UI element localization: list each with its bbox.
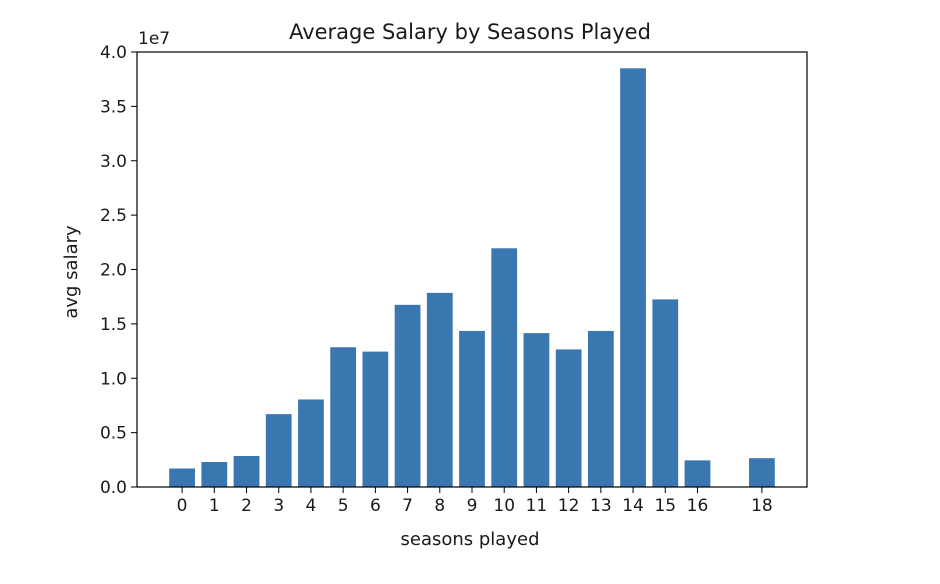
x-tick-label: 8 xyxy=(434,496,445,516)
y-tick-label: 1.5 xyxy=(100,315,127,335)
x-axis-label: seasons played xyxy=(401,529,540,550)
x-tick-label: 9 xyxy=(467,496,478,516)
y-tick-label: 4.0 xyxy=(100,43,127,63)
bar-11 xyxy=(523,333,550,487)
bar-3 xyxy=(265,414,292,487)
x-tick-label: 2 xyxy=(241,496,252,516)
x-tick-label: 13 xyxy=(590,496,612,516)
y-tick-label: 2.0 xyxy=(100,261,127,281)
bar-13 xyxy=(587,330,614,487)
bar-15 xyxy=(652,299,679,487)
y-axis-label: avg salary xyxy=(61,225,82,319)
y-axis-ticks: 0.0 0.5 1.0 1.5 2.0 2.5 3.0 3.5 4.0 xyxy=(100,43,137,498)
x-tick-label: 1 xyxy=(209,496,220,516)
chart-title: Average Salary by Seasons Played xyxy=(289,20,651,44)
y-tick-label: 0.0 xyxy=(100,478,127,498)
x-tick-label: 10 xyxy=(493,496,515,516)
x-tick-label: 14 xyxy=(622,496,644,516)
y-axis-offset-label: 1e7 xyxy=(138,29,170,49)
y-tick-label: 3.0 xyxy=(100,152,127,172)
x-tick-label: 0 xyxy=(177,496,188,516)
bar-4 xyxy=(298,399,324,487)
x-tick-label: 11 xyxy=(526,496,548,516)
x-tick-label: 3 xyxy=(273,496,284,516)
y-tick-label: 0.5 xyxy=(100,424,127,444)
x-tick-label: 18 xyxy=(751,496,773,516)
bar-5 xyxy=(330,347,357,487)
bar-0 xyxy=(169,468,195,487)
bar-12 xyxy=(555,349,582,487)
x-tick-label: 16 xyxy=(687,496,709,516)
bar-2 xyxy=(233,456,260,487)
bar-18 xyxy=(749,458,775,487)
plot-area-frame xyxy=(136,51,808,488)
y-tick-label: 1.0 xyxy=(100,369,127,389)
x-axis-ticks: 0 1 2 3 4 5 6 7 8 9 10 11 12 13 14 15 16 18 xyxy=(177,487,773,516)
bar-16 xyxy=(684,460,711,487)
x-tick-label: 7 xyxy=(402,496,413,516)
bar-6 xyxy=(362,351,389,487)
bar-9 xyxy=(459,330,485,487)
y-tick-label: 3.5 xyxy=(100,97,127,117)
bar-10 xyxy=(491,248,518,487)
bar-8 xyxy=(426,292,453,487)
bars-layer xyxy=(169,68,775,487)
x-tick-label: 4 xyxy=(306,496,317,516)
x-tick-label: 6 xyxy=(370,496,381,516)
bar-7 xyxy=(394,304,421,487)
x-tick-label: 5 xyxy=(338,496,349,516)
y-tick-label: 2.5 xyxy=(100,206,127,226)
x-tick-label: 12 xyxy=(558,496,580,516)
bar-1 xyxy=(201,461,228,487)
x-tick-label: 15 xyxy=(654,496,676,516)
bar-14 xyxy=(620,68,646,487)
